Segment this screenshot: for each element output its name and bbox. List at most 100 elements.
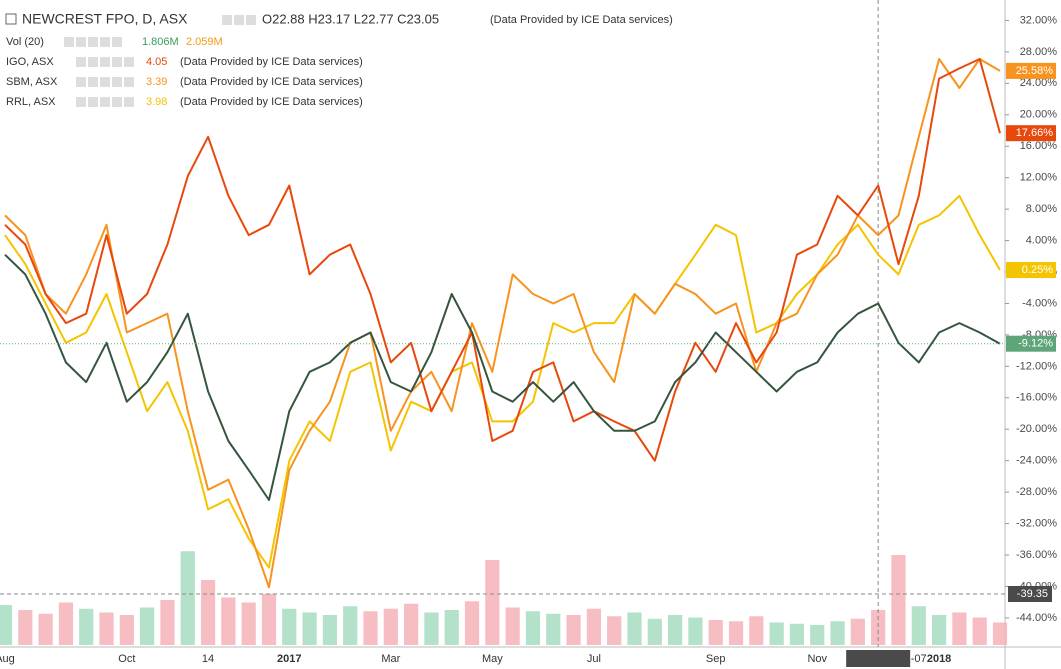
x-tick-label: 2018 [927,653,951,665]
volume-bar [647,618,662,645]
volume-bar [911,606,926,645]
legend-icon [124,77,134,87]
y-tick-label: 8.00% [1026,203,1057,215]
volume-bar [302,612,317,645]
y-tick-label: -36.00% [1016,549,1057,561]
volume-value: 1.806M [142,36,179,48]
crosshair-value-box [1008,586,1052,602]
crosshair-time-box [846,650,911,667]
last-value-box [1006,335,1056,352]
legend-icon [88,97,98,107]
legend-icon [112,57,122,67]
legend-icon [100,57,110,67]
legend-icon [112,97,122,107]
volume-bar [972,617,987,645]
y-tick-label: -16.00% [1016,392,1057,404]
x-tick-label: Nov [807,653,827,665]
x-tick-label: May [482,653,503,665]
volume-bar [485,560,500,645]
series-line [4,58,1001,589]
legend-icon [100,97,110,107]
legend-icon [100,77,110,87]
y-tick-label: 12.00% [1020,172,1058,184]
x-tick-label: 2017 [277,653,301,665]
legend-icon [124,97,134,107]
volume-bar [749,616,764,645]
y-tick-label: 28.00% [1020,46,1058,58]
legend-icon [222,15,232,25]
legend-icon [112,77,122,87]
legend-name: RRL, ASX [6,96,56,108]
legend-icon [88,57,98,67]
y-tick-label: 4.00% [1026,234,1057,246]
y-tick-label: -32.00% [1016,517,1057,529]
series-line [4,194,1001,569]
x-tick-label: Oct [118,653,135,665]
volume-bar [546,613,561,645]
volume-bar [688,617,703,645]
last-value-box [1006,125,1056,142]
y-tick-label: 16.00% [1020,140,1058,152]
volume-bar [363,611,378,645]
volume-bar [261,593,277,645]
collapse-icon [5,13,17,25]
volume-name: Vol (20) [6,36,44,48]
legend-icon [124,57,134,67]
volume-bar [992,622,1008,645]
x-tick-label: Aug [0,653,15,665]
x-tick-label: 14 [202,653,214,665]
volume-bar [18,610,33,645]
volume-bar [119,615,134,645]
volume-bar [444,610,459,645]
legend-source: (Data Provided by ICE Data services) [180,96,363,108]
source-note: (Data Provided by ICE Data services) [490,14,673,26]
volume-bar [38,613,53,645]
last-value-label: 17.66% [1016,127,1054,139]
legend-source: (Data Provided by ICE Data services) [180,56,363,68]
x-tick-label: Mar [381,653,400,665]
legend-icon [88,77,98,87]
legend-icon [64,37,74,47]
volume-bar [464,601,480,645]
volume-bar [200,580,216,645]
legend-icon [76,97,86,107]
volume-bar [424,612,439,645]
volume-bar [952,612,967,645]
volume-bar [871,610,886,645]
legend-icon [234,15,244,25]
legend-icon [112,37,122,47]
legend-icon [76,77,86,87]
last-value-label: 0.25% [1022,264,1053,276]
volume-bar [0,605,13,645]
y-tick-label: -12.00% [1016,360,1057,372]
volume-bar [708,620,723,645]
volume-bar [769,622,784,645]
volume-bar [810,625,825,645]
volume-bar [221,597,236,645]
legend-icon [76,37,86,47]
volume-bar [931,615,947,645]
volume-bar [343,606,358,645]
legend-icon [246,15,256,25]
y-tick-label: 32.00% [1020,14,1058,26]
volume-bar [830,621,845,645]
volume-bar [850,618,865,645]
y-tick-label: -4.00% [1022,297,1057,309]
volume-bar [383,608,398,645]
volume-bar [99,612,114,645]
y-tick-label: -24.00% [1016,455,1057,467]
last-value-label: 25.58% [1016,65,1054,77]
x-tick-label: Jul [587,653,601,665]
volume-bar [891,555,906,645]
y-tick-label: -20.00% [1016,423,1057,435]
volume-ma: 2.059M [186,36,223,48]
volume-bar [525,611,541,645]
volume-bar [789,623,805,645]
symbol-title: NEWCREST FPO, D, ASX [22,11,188,27]
series-line [4,58,1001,462]
y-tick-label: -44.00% [1016,612,1057,624]
volume-bar [322,615,338,645]
series-line [4,253,1001,501]
legend-value: 3.39 [146,76,167,88]
